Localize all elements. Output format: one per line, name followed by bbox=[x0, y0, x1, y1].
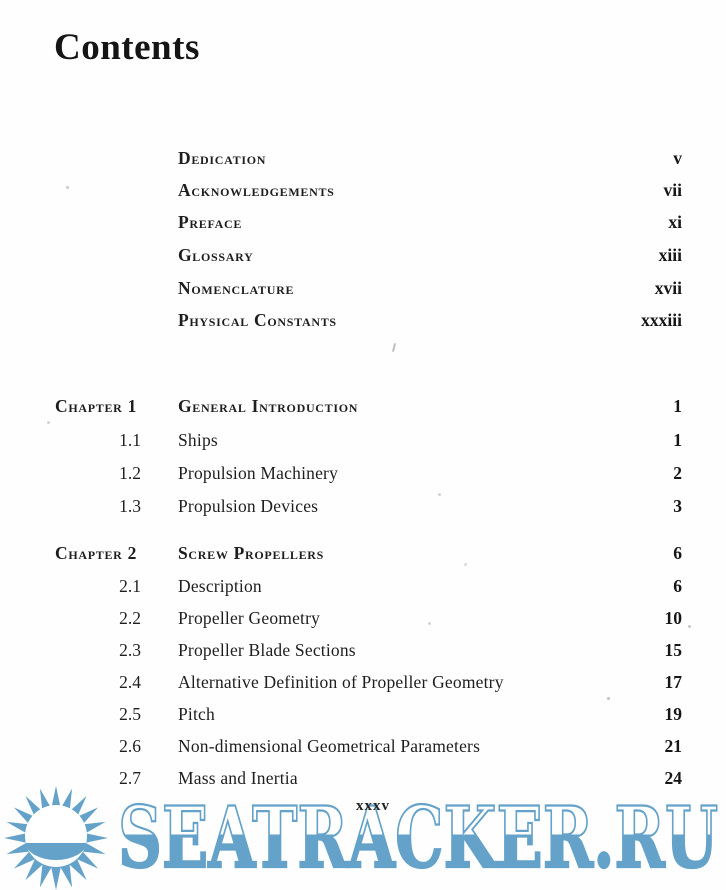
section-number: 1.3 bbox=[119, 496, 141, 516]
chapter-label: Chapter 1 bbox=[55, 396, 138, 416]
section-number: 2.4 bbox=[119, 672, 141, 692]
sun-burst-icon bbox=[4, 786, 108, 890]
section-page: 6 bbox=[673, 576, 682, 596]
scan-speck bbox=[688, 625, 691, 628]
section-number: 2.7 bbox=[119, 768, 141, 788]
section-title: Propulsion Machinery bbox=[178, 463, 339, 483]
toc-section-row: 2.3 Propeller Blade Sections 15 bbox=[0, 640, 726, 666]
toc-entry-page: vii bbox=[663, 180, 682, 200]
toc-entry-label: Glossary bbox=[178, 245, 254, 265]
toc-section-row: 2.4 Alternative Definition of Propeller … bbox=[0, 672, 726, 698]
toc-entry-page: xiii bbox=[658, 245, 682, 265]
seatracker-watermark: SEATRACKER.RU bbox=[4, 786, 719, 890]
scan-speck bbox=[607, 697, 610, 700]
scan-speck bbox=[428, 622, 431, 625]
toc-row: Preface xi bbox=[0, 212, 726, 238]
section-title: Propeller Blade Sections bbox=[178, 640, 356, 660]
section-number: 1.1 bbox=[119, 430, 141, 450]
scan-speck bbox=[464, 563, 467, 566]
chapter-page: 6 bbox=[673, 543, 682, 563]
scan-speck bbox=[66, 186, 69, 189]
section-number: 1.2 bbox=[119, 463, 141, 483]
section-title: Non-dimensional Geometrical Parameters bbox=[178, 736, 481, 756]
section-page: 1 bbox=[673, 430, 682, 450]
toc-entry-label: Nomenclature bbox=[178, 278, 295, 298]
watermark-text: SEATRACKER.RU bbox=[118, 788, 718, 887]
section-number: 2.1 bbox=[119, 576, 141, 596]
toc-section-row: 2.2 Propeller Geometry 10 bbox=[0, 608, 726, 634]
toc-row: Acknowledgements vii bbox=[0, 180, 726, 206]
section-number: 2.3 bbox=[119, 640, 141, 660]
section-page: 24 bbox=[664, 768, 683, 788]
section-title: Propeller Geometry bbox=[178, 608, 321, 628]
toc-entry-page: xxxiii bbox=[641, 310, 682, 330]
section-title: Alternative Definition of Propeller Geom… bbox=[178, 672, 504, 692]
section-page: 15 bbox=[664, 640, 683, 660]
toc-entry-label: Acknowledgements bbox=[178, 180, 335, 200]
toc-section-row: 1.3 Propulsion Devices 3 bbox=[0, 496, 726, 522]
toc-section-row: 1.1 Ships 1 bbox=[0, 430, 726, 456]
section-title: Ships bbox=[178, 430, 218, 450]
section-title: Mass and Inertia bbox=[178, 768, 298, 788]
section-title: Pitch bbox=[178, 704, 215, 724]
toc-section-row: 2.5 Pitch 19 bbox=[0, 704, 726, 730]
section-page: 17 bbox=[664, 672, 683, 692]
toc-section-row: 2.1 Description 6 bbox=[0, 576, 726, 602]
toc-entry-page: v bbox=[673, 148, 682, 168]
scan-speck bbox=[391, 342, 397, 353]
section-number: 2.6 bbox=[119, 736, 141, 756]
folio-page-number: xxxv bbox=[356, 798, 390, 814]
toc-section-row: 2.6 Non-dimensional Geometrical Paramete… bbox=[0, 736, 726, 762]
toc-row: Dedication v bbox=[0, 148, 726, 174]
toc-entry-label: Dedication bbox=[178, 148, 267, 168]
toc-row: Nomenclature xvii bbox=[0, 278, 726, 304]
toc-entry-page: xi bbox=[668, 212, 682, 232]
toc-entry-label: Preface bbox=[178, 212, 243, 232]
toc-section-row: 1.2 Propulsion Machinery 2 bbox=[0, 463, 726, 489]
toc-chapter-row: Chapter 2 Screw Propellers 6 bbox=[0, 543, 726, 569]
toc-row: Glossary xiii bbox=[0, 245, 726, 271]
chapter-title: General Introduction bbox=[178, 396, 359, 416]
chapter-page: 1 bbox=[673, 396, 682, 416]
section-page: 21 bbox=[664, 736, 683, 756]
toc-entry-page: xvii bbox=[654, 278, 682, 298]
page-title: Contents bbox=[54, 27, 200, 68]
toc-row: Physical Constants xxxiii bbox=[0, 310, 726, 336]
chapter-label: Chapter 2 bbox=[55, 543, 138, 563]
toc-section-row: 2.7 Mass and Inertia 24 bbox=[0, 768, 726, 794]
scan-speck bbox=[438, 493, 441, 496]
section-page: 19 bbox=[664, 704, 683, 724]
section-title: Description bbox=[178, 576, 262, 596]
scan-speck bbox=[47, 421, 50, 424]
chapter-title: Screw Propellers bbox=[178, 543, 325, 563]
section-number: 2.5 bbox=[119, 704, 141, 724]
toc-entry-label: Physical Constants bbox=[178, 310, 337, 330]
section-page: 3 bbox=[673, 496, 682, 516]
toc-chapter-row: Chapter 1 General Introduction 1 bbox=[0, 396, 726, 422]
section-title: Propulsion Devices bbox=[178, 496, 319, 516]
section-page: 2 bbox=[673, 463, 682, 483]
section-page: 10 bbox=[664, 608, 683, 628]
section-number: 2.2 bbox=[119, 608, 141, 628]
